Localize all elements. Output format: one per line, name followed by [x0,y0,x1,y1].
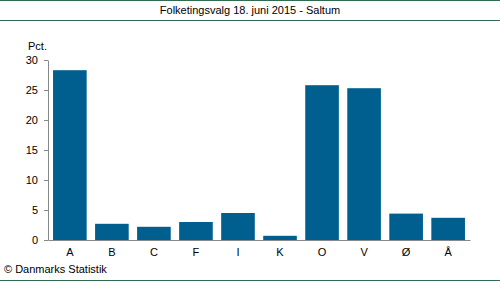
x-tick-label: A [66,246,74,258]
x-tick: B [108,246,115,258]
bottom-rule [0,280,500,281]
source: © Danmarks Statistik [4,263,107,275]
x-tick: Å [444,246,452,258]
y-tick-mark [44,180,48,181]
bar [347,88,381,240]
plot: 0 5 10 15 20 25 30 A B C F I K O V Ø Å [26,54,471,258]
x-tick-label: I [236,246,239,258]
x-tick: Ø [402,246,411,258]
x-tick-label: Ø [402,246,411,258]
y-tick-mark [44,150,48,151]
y-axis: 0 5 10 15 20 25 30 [26,54,49,246]
y-tick: 15 [26,144,48,156]
x-tick: O [318,246,327,258]
title-rule [0,20,500,21]
x-tick: C [150,246,158,258]
y-tick-mark [44,240,48,241]
title: Folketingsvalg 18. juni 2015 - Saltum [160,4,340,16]
bar [431,218,465,240]
x-tick-label: C [150,246,158,258]
y-tick-label: 0 [32,234,38,246]
y-tick: 10 [26,174,48,186]
y-tick: 30 [26,54,48,66]
x-axis: ABCFIKOVØÅ [49,241,471,258]
bar [305,85,339,240]
y-tick: 5 [32,204,48,216]
x-tick-label: K [276,246,284,258]
y-tick: 0 [32,234,48,246]
y-tick-mark [44,90,48,91]
x-tick-label: Å [444,246,452,258]
x-tick-label: V [360,246,368,258]
y-label: Pct. [28,40,47,52]
chart: Folketingsvalg 18. juni 2015 - Saltum Pct… [0,0,500,282]
x-tick: A [66,246,74,258]
y-tick-label: 20 [26,114,38,126]
bar [389,214,423,240]
y-tick-label: 30 [26,54,38,66]
y-tick-mark [44,120,48,121]
y-tick-label: 15 [26,144,38,156]
x-tick-label: B [108,246,115,258]
y-tick: 20 [26,114,48,126]
top-rule [0,0,500,1]
bar [53,70,87,240]
bar [179,222,213,240]
x-tick: F [193,246,200,258]
x-tick: K [276,246,284,258]
y-tick-label: 25 [26,84,38,96]
y-tick: 25 [26,84,48,96]
bar [137,227,171,240]
x-axis-line [49,240,471,241]
y-tick-label: 10 [26,174,38,186]
y-tick-mark [44,60,48,61]
x-tick-label: O [318,246,327,258]
x-tick: I [236,246,239,258]
y-tick-mark [44,210,48,211]
y-axis-line [48,61,49,241]
bar [221,213,255,240]
x-tick: V [360,246,368,258]
bar [263,236,297,240]
y-tick-label: 5 [32,204,38,216]
bars [53,70,465,240]
x-tick-label: F [193,246,200,258]
bar [95,224,129,240]
